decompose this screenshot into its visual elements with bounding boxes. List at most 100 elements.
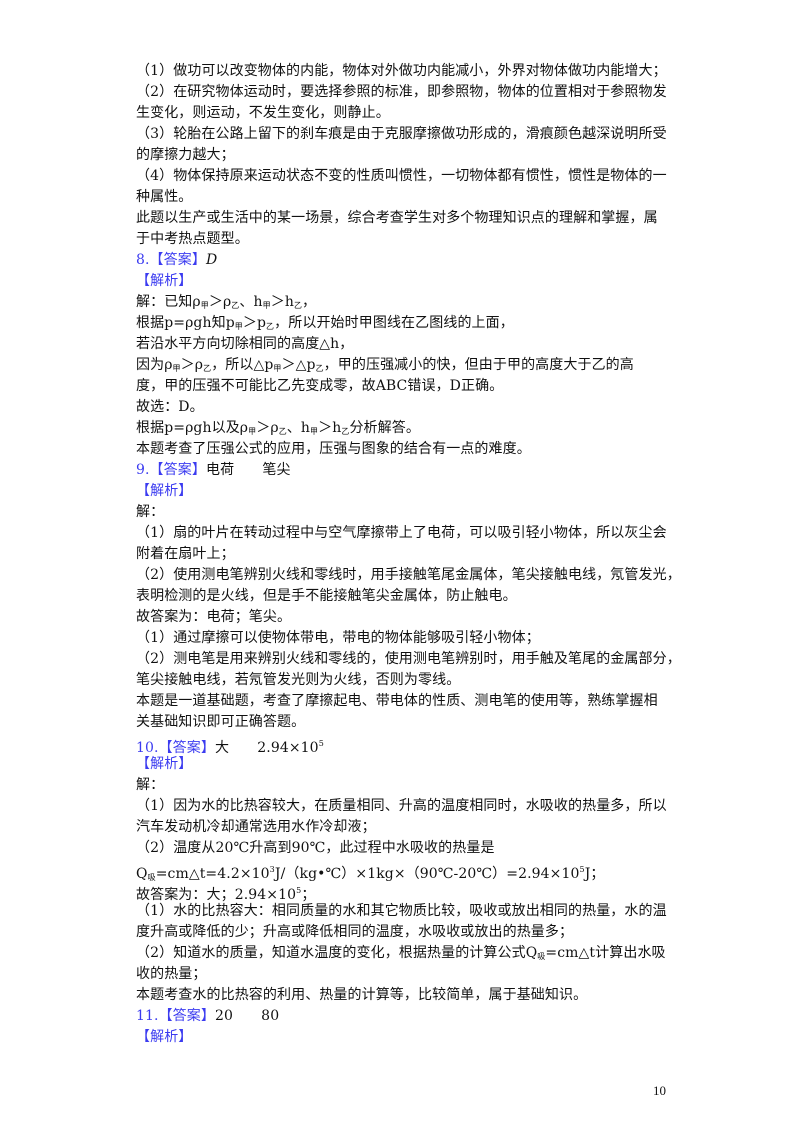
text-run: 20 80 [214,1008,280,1024]
text-run: 因为ρ [136,357,173,373]
text-run: 甲 [248,427,257,436]
text-run: J； [584,866,605,882]
text-line: （1）因为水的比热容较大，在质量相同、升高的温度相同时，水吸收的热量多，所以 [136,796,676,817]
text-line: 9.【答案】电荷 笔尖 [136,460,676,481]
section-heading: 【解析】 [136,483,193,499]
text-run: ＞ρ [180,357,204,373]
text-line: 8.【答案】D [136,250,676,271]
text-line: Q吸=cm△t=4.2×103J/（kg•℃）×1kg×（90℃-20℃）=2.… [136,859,676,882]
section-heading: 【解析】 [136,1029,193,1045]
text-line: 因为ρ甲＞ρ乙，所以△p甲＞△p乙，甲的压强减小的快，但由于甲的高度大于乙的高 [136,355,676,376]
text-run: 此题以生产或生活中的某一场景，综合考查学生对多个物理知识点的理解和掌握，属 [136,210,658,226]
text-line: 度，甲的压强不可能比乙先变成零，故ABC错误，D正确。 [136,376,676,397]
text-run: 乙 [278,427,287,436]
text-line: （2）在研究物体运动时，要选择参照的标准，即参照物，物体的位置相对于参照物发 [136,82,676,103]
text-run: （3）轮胎在公路上留下的刹车痕是由于克服摩擦做功形成的，滑痕颜色越深说明所受 [136,126,667,142]
text-line: 本题考查了压强公式的应用，压强与图象的结合有一点的难度。 [136,439,676,460]
text-run: 3 [269,865,275,874]
text-run: J/（kg•℃）×1kg×（90℃-20℃）=2.94×10 [274,866,580,882]
text-run: 表明检测的是火线，但是手不能接触笔尖金属体，防止触电。 [136,588,517,604]
section-heading: 9.【答案】 [136,462,206,478]
text-run: （4）物体保持原来运动状态不变的性质叫惯性，一切物体都有惯性，惯性是物体的一 [136,168,667,184]
text-run: 分析解答。 [349,420,420,436]
text-run: ； [301,887,316,903]
text-run: （1）通过摩擦可以使物体带电，带电的物体能够吸引轻小物体； [136,630,540,646]
text-line: 【解析】 [136,271,676,292]
text-run: 解： [136,777,165,793]
text-line: 种属性。 [136,187,676,208]
text-line: 笔尖接触电线，若氖管发光则为火线，否则为零线。 [136,670,676,691]
text-line: 于中考热点题型。 [136,229,676,250]
text-run: 本题考查水的比热容的利用、热量的计算等，比较简单，属于基础知识。 [136,987,588,1003]
text-run: =cm△t=4.2×10 [155,866,270,882]
text-run: 甲 [262,301,271,310]
text-line: 解： [136,775,676,796]
text-line: 关基础知识即可正确答题。 [136,712,676,733]
text-run: 解： [136,504,165,520]
section-heading: 【解析】 [136,756,193,772]
section-heading: 11.【答案】 [136,1008,215,1024]
text-line: 根据p=ρgh知p甲＞p乙，所以开始时甲图线在乙图线的上面， [136,313,676,334]
text-run: 故答案为：电荷；笔尖。 [136,609,292,625]
text-line: 生变化，则运动，不发生变化，则静止。 [136,103,676,124]
text-line: 故选：D。 [136,397,676,418]
text-run: 5 [579,865,585,874]
text-run: 笔尖接触电线，若氖管发光则为火线，否则为零线。 [136,672,461,688]
text-run: 本题考查了压强公式的应用，压强与图象的结合有一点的难度。 [136,441,531,457]
text-line: 若沿水平方向切除相同的高度△h， [136,334,676,355]
text-run: 吸 [537,952,546,961]
text-line: （2）测电笔是用来辨别火线和零线的，使用测电笔辨别时，用手触及笔尾的金属部分， [136,649,681,670]
text-run: 5 [318,739,324,748]
text-line: 解： [136,502,676,523]
text-run: （1）因为水的比热容较大，在质量相同、升高的温度相同时，水吸收的热量多，所以 [136,798,667,814]
text-run: （2）知道水的质量，知道水温度的变化，根据热量的计算公式Q [136,945,538,961]
document-body: （1）做功可以改变物体的内能，物体对外做功内能减小，外界对物体做功内能增大； （2… [136,61,681,1048]
text-run: 的摩擦力越大； [136,147,235,163]
text-line: 收的热量； [136,964,676,985]
text-run: ＞p [242,315,267,331]
text-run: 大 2.94×10 [214,740,319,756]
text-run: ， [302,294,317,310]
text-line: 解：已知ρ甲＞ρ乙、h甲＞h乙， [136,292,676,313]
text-line: 附着在扇叶上； [136,544,676,565]
text-run: 甲 [273,364,282,373]
text-run: ＞h [318,420,342,436]
text-line: 本题是一道基础题，考查了摩擦起电、带电体的性质、测电笔的使用等，熟练掌握相 [136,691,676,712]
text-line: （1）水的比热容大：相同质量的水和其它物质比较，吸收或放出相同的热量，水的温 [136,901,676,922]
text-run: 乙 [341,427,350,436]
text-run: 乙 [203,364,212,373]
text-run: 度升高或降低的少；升高或降低相同的温度，水吸收或放出的热量多； [136,924,574,940]
text-run: 收的热量； [136,966,207,982]
text-run: 吸 [147,873,156,882]
text-run: （2）温度从20℃升高到90℃，此过程中水吸收的热量是 [136,840,495,856]
text-run: ＞ρ [256,420,279,436]
text-line: 【解析】 [136,1027,676,1048]
text-line: （1）扇的叶片在转动过程中与空气摩擦带上了电荷，可以吸引轻小物体，所以灰尘会 [136,523,676,544]
text-run: 根据p=ρgh知p [136,315,235,331]
text-line: 根据p=ρgh以及ρ甲＞ρ乙、h甲＞h乙分析解答。 [136,418,676,439]
section-heading: 10.【答案】 [136,740,215,756]
text-run: 、h [286,420,311,436]
text-run: 甲 [200,301,209,310]
text-line: （1）通过摩擦可以使物体带电，带电的物体能够吸引轻小物体； [136,628,676,649]
text-run: 故选：D。 [136,399,204,415]
section-heading: 【解析】 [136,273,193,289]
text-line: 10.【答案】大 2.94×105 [136,733,676,756]
text-run: 故答案为：大；2.94×10 [136,887,297,903]
text-run: 5 [296,886,302,895]
text-run: 若沿水平方向切除相同的高度△h， [136,336,354,352]
text-line: 【解析】 [136,481,676,502]
text-run: 度，甲的压强不可能比乙先变成零，故ABC错误，D正确。 [136,378,504,394]
text-line: （1）做功可以改变物体的内能，物体对外做功内能减小，外界对物体做功内能增大； [136,61,676,82]
text-run: 甲 [310,427,319,436]
text-run: ＞ρ [208,294,232,310]
text-line: 故答案为：电荷；笔尖。 [136,607,676,628]
text-line: 本题考查水的比热容的利用、热量的计算等，比较简单，属于基础知识。 [136,985,676,1006]
text-line: 表明检测的是火线，但是手不能接触笔尖金属体，防止触电。 [136,586,676,607]
text-line: （2）知道水的质量，知道水温度的变化，根据热量的计算公式Q吸=cm△t计算出水吸 [136,943,676,964]
text-run: （1）水的比热容大：相同质量的水和其它物质比较，吸收或放出相同的热量，水的温 [136,903,667,919]
text-line: 此题以生产或生活中的某一场景，综合考查学生对多个物理知识点的理解和掌握，属 [136,208,676,229]
text-run: （2）在研究物体运动时，要选择参照的标准，即参照物，物体的位置相对于参照物发 [136,84,667,100]
text-run: （1）做功可以改变物体的内能，物体对外做功内能减小，外界对物体做功内能增大； [136,63,667,79]
text-run: ，所以开始时甲图线在乙图线的上面， [274,315,514,331]
